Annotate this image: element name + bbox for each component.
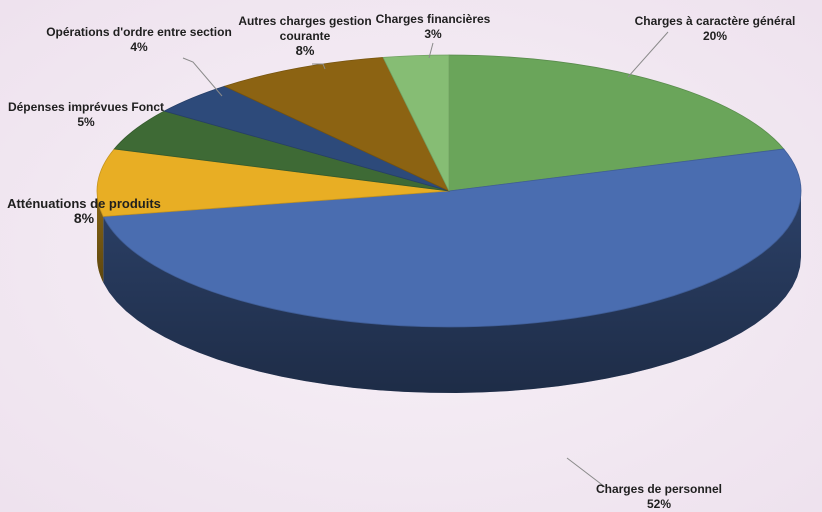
pie-slice-2 (96, 148, 450, 217)
leader-line-0 (627, 31, 669, 78)
slice-value-4: 4% (130, 40, 148, 54)
slice-value-5: 8% (296, 43, 315, 58)
slice-label-1: Charges de personnel (596, 482, 722, 496)
slice-label-5-line-0: Autres charges gestion (238, 14, 371, 28)
slice-value-6: 3% (424, 27, 442, 41)
slice-label-4: Opérations d'ordre entre section (46, 25, 232, 39)
slice-value-0: 20% (703, 29, 727, 43)
slice-label-5-line-1: courante (280, 29, 331, 43)
leader-line-1 (566, 457, 606, 488)
pie-tops (96, 54, 802, 328)
slice-label-0: Charges à caractère général (635, 14, 796, 28)
slice-label-3: Dépenses imprévues Fonct (8, 100, 164, 114)
leader-line-5 (312, 63, 326, 70)
slice-value-2: 8% (74, 210, 95, 226)
slice-value-1: 52% (647, 497, 671, 511)
pie-side-shade-1 (103, 191, 802, 393)
slice-value-3: 5% (77, 115, 95, 129)
pie-slice-6 (382, 54, 450, 192)
pie-slice-5 (223, 56, 450, 192)
pie-slice-1 (102, 148, 802, 328)
leader-lines (182, 31, 669, 488)
pie-slice-0 (448, 54, 785, 192)
slice-label-6: Charges financières (376, 12, 491, 26)
leader-line-4 (182, 57, 223, 97)
leader-line-6 (428, 42, 434, 59)
slice-label-2: Atténuations de produits (7, 196, 161, 211)
